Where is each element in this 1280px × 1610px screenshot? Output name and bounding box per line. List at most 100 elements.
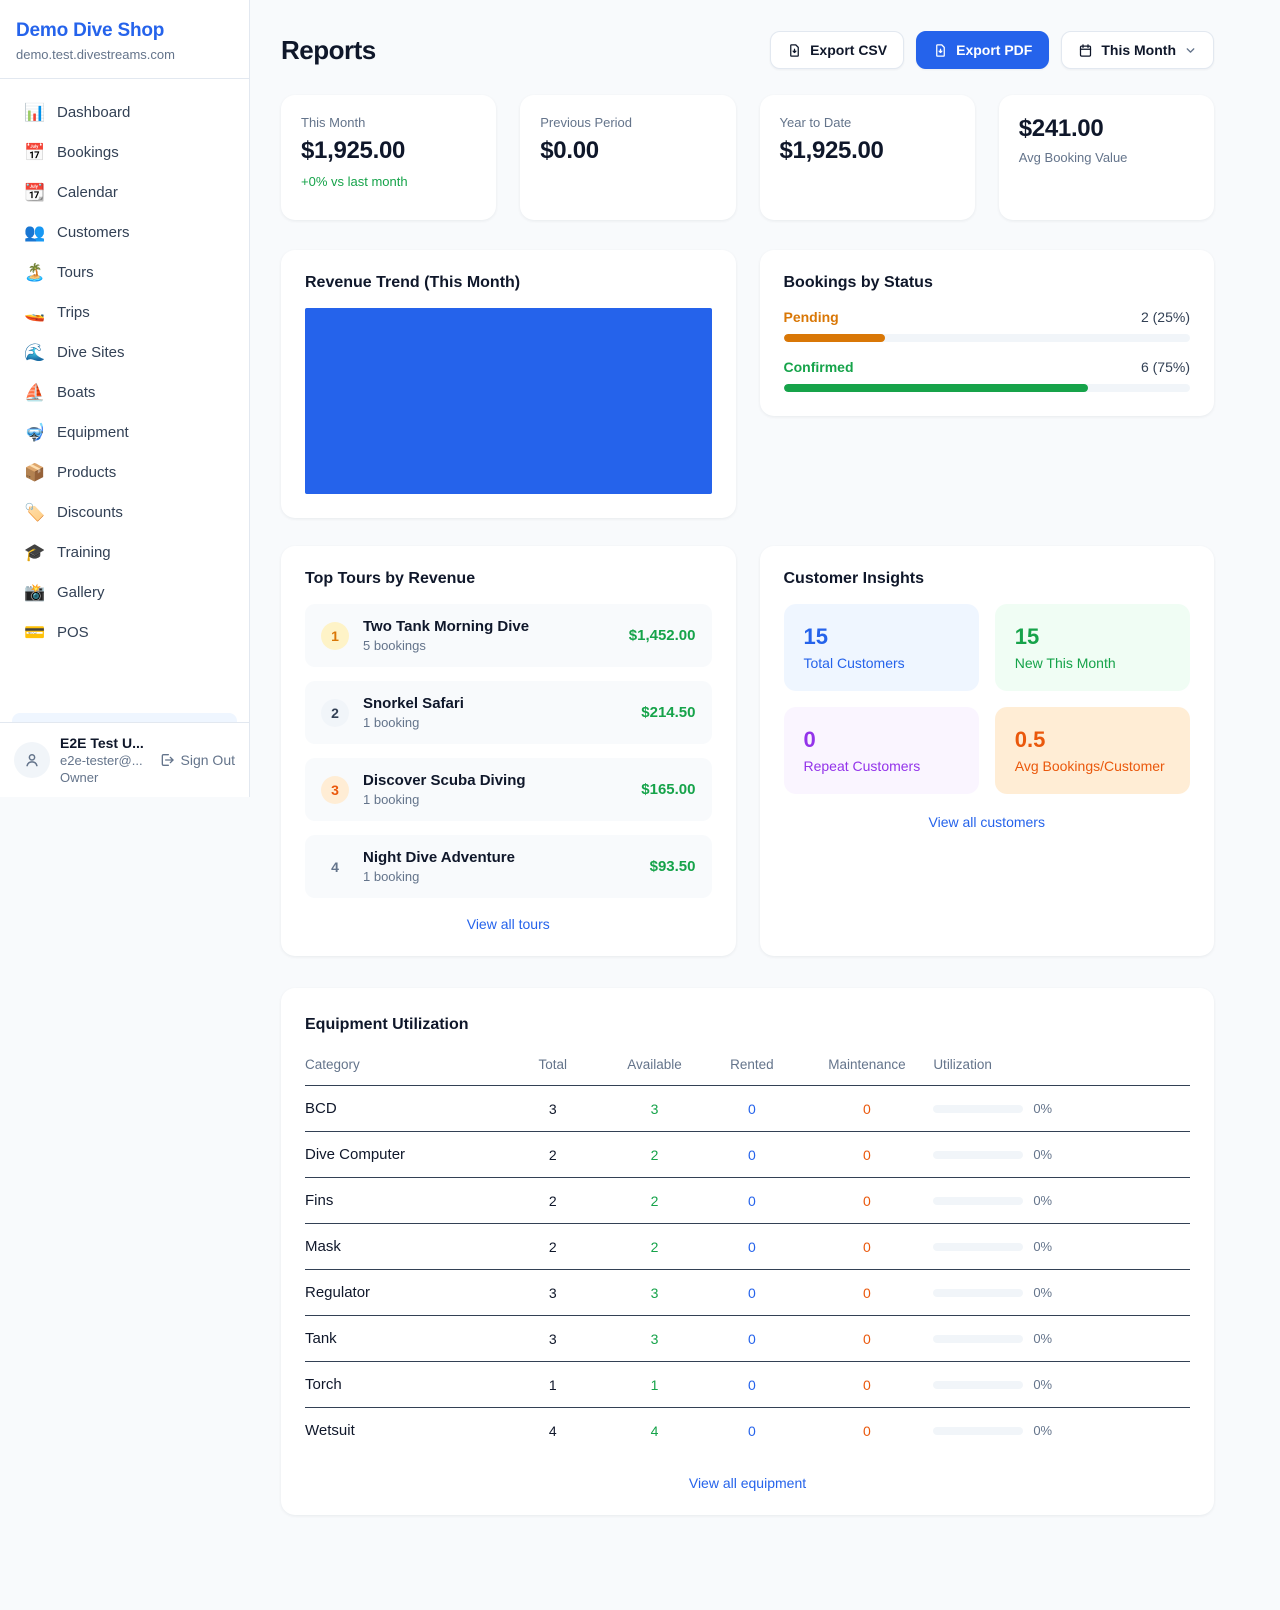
island-icon: 🏝️ <box>24 263 46 282</box>
sign-out-icon <box>161 754 174 766</box>
sidebar-item-boats[interactable]: ⛵ Boats <box>12 375 237 410</box>
shop-domain: demo.test.divestreams.com <box>16 47 175 62</box>
view-all-customers-link[interactable]: View all customers <box>928 814 1045 830</box>
table-row: BCD 3 3 0 0 0% <box>305 1085 1190 1132</box>
view-all-tours-link[interactable]: View all tours <box>466 916 550 932</box>
sidebar-item-label: Gallery <box>57 584 105 601</box>
progress-track <box>783 384 1190 392</box>
stat-delta: +0% vs last month <box>301 174 408 189</box>
cell-total: 2 <box>499 1223 606 1270</box>
sidebar: Demo Dive Shop demo.test.divestreams.com… <box>0 0 250 797</box>
view-all-equipment-link[interactable]: View all equipment <box>688 1475 807 1491</box>
status-label-pending: Pending <box>783 309 839 325</box>
export-pdf-label: Export PDF <box>956 42 1033 58</box>
stat-label: Previous Period <box>540 115 633 130</box>
tile-label: Total Customers <box>803 655 905 671</box>
cell-maintenance: 0 <box>800 1131 934 1178</box>
sidebar-item-dive-sites[interactable]: 🌊 Dive Sites <box>12 335 237 370</box>
period-dropdown[interactable]: This Month <box>1061 31 1214 69</box>
sidebar-item-reports-partial[interactable] <box>12 713 237 722</box>
tour-item: 2 Snorkel Safari 1 booking $214.50 <box>305 681 712 744</box>
page-header: Reports Export CSV Export PDF This Month <box>281 31 1214 69</box>
status-row-pending: Pending 2 (25%) <box>783 309 1190 342</box>
revenue-trend-card: Revenue Trend (This Month) <box>281 250 736 518</box>
tour-name: Two Tank Morning Dive <box>363 618 530 635</box>
stat-value: $1,925.00 <box>301 137 406 164</box>
cell-utilization: 0% <box>933 1377 1190 1392</box>
cell-available: 2 <box>605 1131 704 1178</box>
cell-utilization: 0% <box>933 1331 1190 1346</box>
sidebar-item-customers[interactable]: 👥 Customers <box>12 215 237 250</box>
cell-category: Wetsuit <box>305 1422 355 1439</box>
tour-revenue: $1,452.00 <box>628 627 696 644</box>
tour-name: Snorkel Safari <box>363 695 464 712</box>
sidebar-item-pos[interactable]: 💳 POS <box>12 615 237 650</box>
status-label-confirmed: Confirmed <box>783 359 854 375</box>
equipment-table: Category Total Available Rented Maintena… <box>305 1048 1190 1453</box>
cell-maintenance: 0 <box>800 1177 934 1224</box>
sidebar-item-gallery[interactable]: 📸 Gallery <box>12 575 237 610</box>
stat-label: Avg Booking Value <box>1018 150 1128 165</box>
cell-total: 1 <box>499 1361 606 1408</box>
sidebar-item-discounts[interactable]: 🏷️ Discounts <box>12 495 237 530</box>
stat-value: $0.00 <box>540 137 599 164</box>
sidebar-item-products[interactable]: 📦 Products <box>12 455 237 490</box>
cell-available: 1 <box>605 1361 704 1408</box>
avatar <box>14 742 50 778</box>
sidebar-item-label: Dashboard <box>57 104 131 121</box>
sidebar-item-bookings[interactable]: 📅 Bookings <box>12 135 237 170</box>
sidebar-item-training[interactable]: 🎓 Training <box>12 535 237 570</box>
wave-icon: 🌊 <box>24 343 46 362</box>
insight-tile-total-customers: 15 Total Customers <box>783 604 979 691</box>
insights-row: Top Tours by Revenue 1 Two Tank Morning … <box>281 546 1214 956</box>
user-role: Owner <box>60 770 99 785</box>
sidebar-item-calendar[interactable]: 📆 Calendar <box>12 175 237 210</box>
tour-item: 1 Two Tank Morning Dive 5 bookings $1,45… <box>305 604 712 667</box>
user-email: e2e-tester@... <box>60 753 143 768</box>
cell-available: 3 <box>605 1269 704 1316</box>
bookings-by-status-card: Bookings by Status Pending 2 (25%) Confi… <box>759 250 1214 416</box>
cell-utilization: 0% <box>933 1239 1190 1254</box>
cell-total: 3 <box>499 1269 606 1316</box>
cell-rented: 0 <box>703 1131 801 1178</box>
table-row: Fins 2 2 0 0 0% <box>305 1177 1190 1224</box>
cell-rented: 0 <box>747 1422 756 1439</box>
col-header-rented: Rented <box>703 1048 801 1086</box>
sidebar-item-dashboard[interactable]: 📊 Dashboard <box>12 95 237 130</box>
rank-badge: 4 <box>331 858 339 875</box>
export-pdf-button[interactable]: Export PDF <box>916 31 1050 69</box>
cell-available: 2 <box>605 1177 704 1224</box>
tour-list: 1 Two Tank Morning Dive 5 bookings $1,45… <box>305 604 712 898</box>
cell-category: Torch <box>305 1361 500 1408</box>
file-download-icon <box>790 43 799 57</box>
graduation-cap-icon: 🎓 <box>24 543 46 562</box>
insight-tile-avg-bookings: 0.5 Avg Bookings/Customer <box>994 707 1190 794</box>
status-row-confirmed: Confirmed 6 (75%) <box>783 359 1190 392</box>
cell-available: 4 <box>650 1422 659 1439</box>
revenue-trend-chart <box>305 308 712 494</box>
rank-badge: 2 <box>321 698 349 727</box>
sidebar-item-label: POS <box>57 624 89 641</box>
stat-label: Year to Date <box>779 115 852 130</box>
charts-row: Revenue Trend (This Month) Bookings by S… <box>281 250 1214 518</box>
diving-mask-icon: 🤿 <box>24 423 46 442</box>
cell-category: Dive Computer <box>305 1131 500 1178</box>
camera-icon: 📸 <box>24 583 46 602</box>
tear-calendar-icon: 📆 <box>24 183 46 202</box>
table-row: Tank 3 3 0 0 0% <box>305 1315 1190 1362</box>
calendar-icon <box>1080 43 1092 57</box>
sidebar-item-trips[interactable]: 🚤 Trips <box>12 295 237 330</box>
sign-out-button[interactable]: Sign Out <box>159 752 235 768</box>
table-row: Mask 2 2 0 0 0% <box>305 1223 1190 1270</box>
sidebar-item-tours[interactable]: 🏝️ Tours <box>12 255 237 290</box>
insight-tile-new-this-month: 15 New This Month <box>994 604 1190 691</box>
col-header-total: Total <box>499 1048 606 1086</box>
cell-rented: 0 <box>703 1315 801 1362</box>
cell-category: Mask <box>305 1223 500 1270</box>
brand-block: Demo Dive Shop demo.test.divestreams.com <box>0 0 249 79</box>
tour-bookings: 1 booking <box>363 715 420 730</box>
tour-revenue: $93.50 <box>649 858 696 875</box>
sidebar-item-equipment[interactable]: 🤿 Equipment <box>12 415 237 450</box>
user-meta: E2E Test U... e2e-tester@... Owner <box>60 735 149 785</box>
export-csv-button[interactable]: Export CSV <box>770 31 905 69</box>
